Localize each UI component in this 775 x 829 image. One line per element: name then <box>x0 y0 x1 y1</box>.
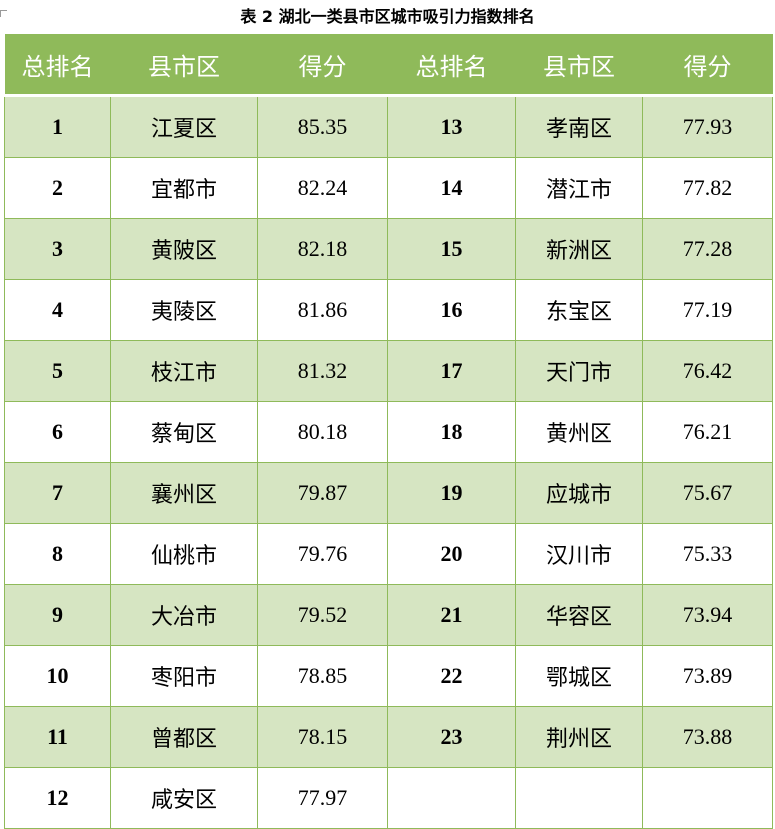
table-cell-rank: 16 <box>387 279 516 341</box>
table-cell-name <box>515 767 643 829</box>
table-row: 11 曾都区 78.15 23 荆州区 73.88 <box>4 706 773 768</box>
table-cell-score: 80.18 <box>257 401 388 463</box>
table-row: 5 枝江市 81.32 17 天门市 76.42 <box>4 340 773 402</box>
header-name-b: 县市区 <box>515 34 643 97</box>
table-cell-name: 东宝区 <box>515 279 643 341</box>
table-cell-name: 华容区 <box>515 584 643 646</box>
header-name-a: 县市区 <box>110 34 258 97</box>
table-cell-rank: 11 <box>4 706 111 768</box>
table-cell-name: 咸安区 <box>110 767 258 829</box>
table-cell-name: 鄂城区 <box>515 645 643 707</box>
corner-mark <box>0 10 7 17</box>
table-cell-name: 孝南区 <box>515 95 643 158</box>
table-row: 1 江夏区 85.35 13 孝南区 77.93 <box>4 95 773 158</box>
table-cell-rank <box>387 767 516 829</box>
table-cell-score: 76.42 <box>642 340 773 402</box>
table-cell-score: 79.52 <box>257 584 388 646</box>
table-cell-rank: 21 <box>387 584 516 646</box>
table-caption: 表 2 湖北一类县市区城市吸引力指数排名 <box>240 7 535 26</box>
header-rank-a: 总排名 <box>4 34 111 97</box>
table-cell-name: 江夏区 <box>110 95 258 158</box>
table-cell-score: 79.87 <box>257 462 388 524</box>
table-cell-name: 蔡甸区 <box>110 401 258 463</box>
table-cell-score: 77.28 <box>642 218 773 280</box>
table-cell-score: 75.33 <box>642 523 773 585</box>
table-cell-score: 82.18 <box>257 218 388 280</box>
table-cell-name: 曾都区 <box>110 706 258 768</box>
table-cell-rank: 10 <box>4 645 111 707</box>
table-cell-rank: 23 <box>387 706 516 768</box>
table-cell-rank: 12 <box>4 767 111 829</box>
table-row: 8 仙桃市 79.76 20 汉川市 75.33 <box>4 523 773 585</box>
table-cell-score: 77.97 <box>257 767 388 829</box>
table-row: 7 襄州区 79.87 19 应城市 75.67 <box>4 462 773 524</box>
table-cell-score: 75.67 <box>642 462 773 524</box>
header-score-a: 得分 <box>257 34 388 97</box>
table-cell-name: 新洲区 <box>515 218 643 280</box>
table-cell-score <box>642 767 773 829</box>
table-cell-rank: 2 <box>4 157 111 219</box>
table-cell-rank: 19 <box>387 462 516 524</box>
table-cell-rank: 15 <box>387 218 516 280</box>
table-cell-name: 天门市 <box>515 340 643 402</box>
table-row: 9 大冶市 79.52 21 华容区 73.94 <box>4 584 773 646</box>
table-cell-name: 应城市 <box>515 462 643 524</box>
table-row: 12 咸安区 77.97 <box>4 767 773 829</box>
table-cell-score: 77.19 <box>642 279 773 341</box>
table-cell-name: 枝江市 <box>110 340 258 402</box>
table-cell-rank: 18 <box>387 401 516 463</box>
table-row: 2 宜都市 82.24 14 潜江市 77.82 <box>4 157 773 219</box>
table-cell-rank: 17 <box>387 340 516 402</box>
table-cell-score: 73.88 <box>642 706 773 768</box>
ranking-table: 总排名 县市区 得分 总排名 县市区 得分 1 江夏区 85.35 13 孝南区 77.9… <box>4 34 773 829</box>
header-row: 总排名 县市区 得分 总排名 县市区 得分 <box>4 34 773 97</box>
table-cell-rank: 20 <box>387 523 516 585</box>
table-row: 6 蔡甸区 80.18 18 黄州区 76.21 <box>4 401 773 463</box>
table-cell-rank: 1 <box>4 95 111 158</box>
table-cell-name: 潜江市 <box>515 157 643 219</box>
table-cell-score: 85.35 <box>257 95 388 158</box>
table-cell-name: 襄州区 <box>110 462 258 524</box>
table-cell-score: 79.76 <box>257 523 388 585</box>
table-row: 10 枣阳市 78.85 22 鄂城区 73.89 <box>4 645 773 707</box>
table-cell-name: 仙桃市 <box>110 523 258 585</box>
table-cell-rank: 4 <box>4 279 111 341</box>
table-cell-score: 82.24 <box>257 157 388 219</box>
table-cell-rank: 6 <box>4 401 111 463</box>
table-cell-name: 宜都市 <box>110 157 258 219</box>
table-row: 3 黄陂区 82.18 15 新洲区 77.28 <box>4 218 773 280</box>
table-cell-score: 77.93 <box>642 95 773 158</box>
table-cell-name: 黄陂区 <box>110 218 258 280</box>
table-cell-score: 78.15 <box>257 706 388 768</box>
table-cell-rank: 7 <box>4 462 111 524</box>
table-cell-score: 77.82 <box>642 157 773 219</box>
table-cell-name: 大冶市 <box>110 584 258 646</box>
table-cell-rank: 5 <box>4 340 111 402</box>
table-cell-score: 78.85 <box>257 645 388 707</box>
table-cell-rank: 13 <box>387 95 516 158</box>
table-cell-name: 黄州区 <box>515 401 643 463</box>
table-cell-score: 81.86 <box>257 279 388 341</box>
table-cell-score: 76.21 <box>642 401 773 463</box>
table-cell-score: 81.32 <box>257 340 388 402</box>
table-cell-rank: 9 <box>4 584 111 646</box>
table-cell-rank: 22 <box>387 645 516 707</box>
table-cell-name: 枣阳市 <box>110 645 258 707</box>
table-cell-name: 汉川市 <box>515 523 643 585</box>
header-score-b: 得分 <box>642 34 773 97</box>
table-cell-rank: 3 <box>4 218 111 280</box>
table-cell-rank: 8 <box>4 523 111 585</box>
table-cell-name: 荆州区 <box>515 706 643 768</box>
table-cell-name: 夷陵区 <box>110 279 258 341</box>
header-rank-b: 总排名 <box>387 34 516 97</box>
table-cell-rank: 14 <box>387 157 516 219</box>
table-row: 4 夷陵区 81.86 16 东宝区 77.19 <box>4 279 773 341</box>
table-cell-score: 73.94 <box>642 584 773 646</box>
table-cell-score: 73.89 <box>642 645 773 707</box>
